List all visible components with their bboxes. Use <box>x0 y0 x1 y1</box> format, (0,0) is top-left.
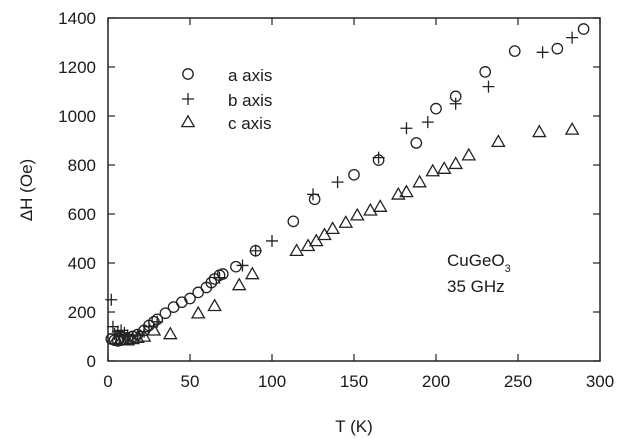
data-point-b-axis <box>266 234 278 247</box>
data-point-c-axis <box>162 326 178 340</box>
data-point-c-axis <box>338 215 354 228</box>
plot-frame <box>107 17 601 362</box>
legend-marker-c-axis <box>180 114 196 128</box>
legend-label-a-axis: a axis <box>228 66 272 85</box>
data-point-b-axis <box>151 315 164 328</box>
data-point-c-axis <box>190 305 206 319</box>
x-axis-label: T (K) <box>335 417 372 436</box>
axis-ticks <box>107 17 601 362</box>
data-point-a-axis <box>205 276 218 289</box>
data-point-b-axis <box>482 80 495 93</box>
y-tick-label: 600 <box>68 205 96 224</box>
data-point-a-axis <box>430 102 442 115</box>
data-point-b-axis <box>536 46 549 59</box>
annotation-compound: CuGeO3 <box>447 251 511 275</box>
annotation-frequency: 35 GHz <box>447 277 505 296</box>
data-point-b-axis <box>566 31 579 44</box>
data-point-c-axis <box>399 184 414 198</box>
y-tick-label: 1200 <box>58 58 96 77</box>
data-point-c-axis <box>490 134 506 148</box>
data-point-b-axis <box>236 259 249 272</box>
data-point-c-axis <box>425 163 441 177</box>
x-tick-label: 150 <box>340 372 368 391</box>
data-point-c-axis <box>412 174 427 188</box>
data-point-a-axis <box>308 193 321 206</box>
data-point-c-axis <box>231 277 247 291</box>
data-point-a-axis <box>287 215 300 228</box>
x-tick-label: 0 <box>103 372 112 391</box>
data-point-b-axis <box>108 328 121 341</box>
data-point-b-axis <box>331 176 344 189</box>
data-point-c-axis <box>461 147 477 161</box>
data-point-a-axis <box>159 307 172 320</box>
y-axis-label: ΔH (Oe) <box>17 159 36 221</box>
legend-markers <box>180 68 196 128</box>
data-point-b-axis <box>307 188 319 201</box>
data-point-c-axis <box>125 331 140 345</box>
legend-marker-a-axis <box>182 68 194 80</box>
data-point-a-axis <box>410 137 423 149</box>
y-tick-label: 200 <box>68 303 96 322</box>
data-point-c-axis <box>349 207 365 221</box>
legend-marker-b-axis <box>182 93 194 105</box>
data-point-a-axis <box>184 292 196 305</box>
data-point-c-axis <box>120 332 136 346</box>
data-point-c-axis <box>136 328 152 342</box>
data-markers <box>105 23 590 347</box>
tick-labels: 0 50 100 150 200 250 300 0 200 400 600 800 1000 1200 1… <box>58 9 614 391</box>
x-tick-label: 300 <box>586 372 614 391</box>
y-tick-label: 1400 <box>58 9 96 28</box>
y-tick-label: 0 <box>87 352 96 371</box>
data-point-a-axis <box>508 45 521 57</box>
data-point-a-axis <box>230 260 242 273</box>
data-point-a-axis <box>348 168 360 181</box>
data-point-b-axis <box>213 271 226 284</box>
y-tick-label: 400 <box>68 254 96 273</box>
data-point-b-axis <box>421 116 434 129</box>
x-tick-label: 250 <box>504 372 532 391</box>
x-tick-label: 200 <box>422 372 450 391</box>
data-point-c-axis <box>146 322 162 336</box>
data-point-a-axis <box>577 23 590 35</box>
data-point-a-axis <box>479 66 492 78</box>
x-tick-label: 50 <box>181 372 200 391</box>
data-point-b-axis <box>106 320 119 333</box>
data-point-b-axis <box>105 293 118 306</box>
data-point-c-axis <box>564 121 580 135</box>
data-point-c-axis <box>363 202 378 216</box>
data-point-a-axis <box>216 268 229 280</box>
x-tick-label: 100 <box>258 372 286 391</box>
data-point-c-axis <box>325 221 341 235</box>
y-tick-label: 1000 <box>58 107 96 126</box>
data-point-b-axis <box>449 97 462 110</box>
data-point-c-axis <box>448 156 464 170</box>
data-point-c-axis <box>289 243 304 257</box>
data-point-b-axis <box>249 244 262 257</box>
data-point-c-axis <box>207 298 222 312</box>
data-point-b-axis <box>372 151 385 164</box>
legend-label-b-axis: b axis <box>228 91 272 110</box>
legend: a axis b axis c axis <box>180 66 272 133</box>
y-tick-label: 800 <box>68 156 96 175</box>
data-point-a-axis <box>551 42 564 55</box>
data-point-c-axis <box>317 227 332 241</box>
data-point-c-axis <box>308 233 324 247</box>
legend-label-c-axis: c axis <box>228 114 271 133</box>
data-point-c-axis <box>372 199 388 212</box>
data-point-b-axis <box>400 122 413 135</box>
data-point-c-axis <box>436 161 452 174</box>
data-point-c-axis <box>244 266 260 280</box>
data-point-b-axis <box>118 326 131 339</box>
data-point-c-axis <box>531 124 547 138</box>
